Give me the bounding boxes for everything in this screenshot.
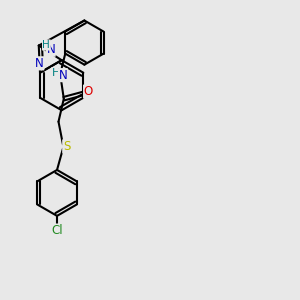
Text: H: H [43, 40, 50, 50]
Text: O: O [84, 85, 93, 98]
Text: N: N [46, 43, 55, 56]
Text: Cl: Cl [51, 224, 63, 237]
Text: S: S [63, 140, 70, 153]
Text: N: N [58, 69, 67, 82]
Text: N: N [35, 57, 44, 70]
Text: H: H [52, 68, 60, 78]
